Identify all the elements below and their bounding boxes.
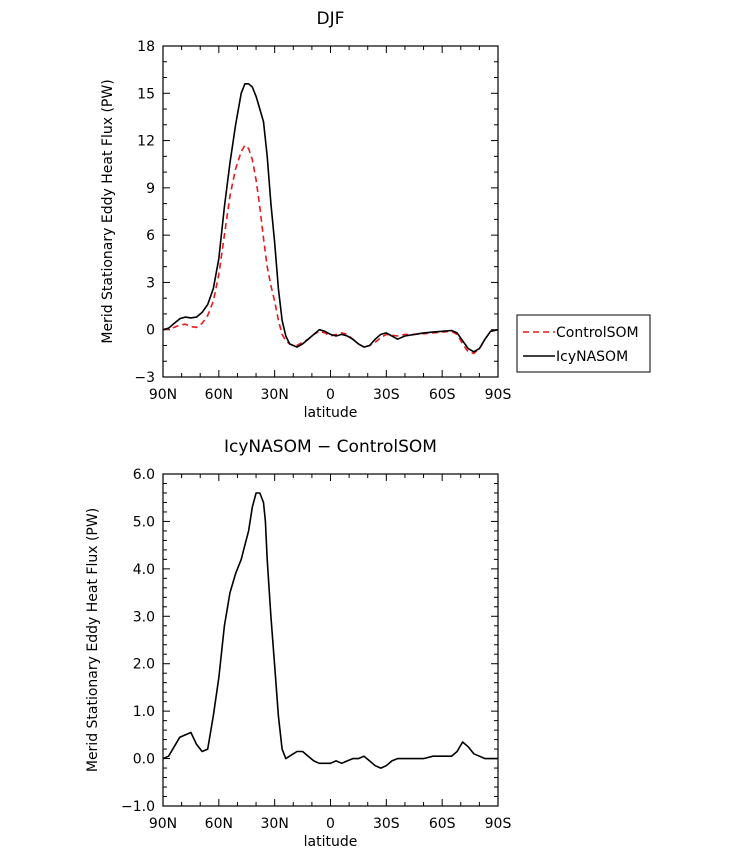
x-tick-label: 30S (373, 387, 400, 403)
x-tick-label: 30N (261, 816, 289, 832)
y-tick-label: −3 (134, 370, 155, 386)
x-tick-label: 90S (485, 816, 512, 832)
y-tick-label: −1.0 (121, 799, 155, 815)
legend: ControlSOM IcyNASOM (516, 314, 651, 373)
y-tick-label: 5.0 (133, 514, 155, 530)
y-tick-label: 0 (146, 323, 155, 339)
y-tick-label: 0.0 (133, 752, 155, 768)
chart-title: IcyNASOM − ControlSOM (224, 437, 437, 457)
y-tick-label: 15 (137, 86, 155, 102)
x-tick-label: 0 (326, 387, 335, 403)
chart-panel-1: DJF 90N 60N 30N 0 30S 60S 90S −3 0 3 6 9 12 15 18 latitu… (100, 9, 651, 421)
x-tick-label: 30N (261, 387, 289, 403)
series-line-controlsom (162, 144, 499, 355)
y-tick-label: 9 (146, 181, 155, 197)
x-tick-label: 30S (373, 816, 400, 832)
x-axis-label: latitude (304, 405, 358, 421)
y-tick-label: 3 (146, 275, 155, 291)
chart-panel-2: IcyNASOM − ControlSOM 90N 60N 30N 0 30S 60S 90S… (85, 437, 511, 850)
x-tick-label: 90S (485, 387, 512, 403)
x-tick-label: 60S (429, 387, 456, 403)
x-axis-label: latitude (304, 834, 358, 850)
y-tick-label: 4.0 (133, 562, 155, 578)
chart-title: DJF (317, 9, 345, 29)
series-line-icynasom (162, 83, 499, 353)
x-tick-label: 90N (149, 387, 177, 403)
legend-entry: ControlSOM (556, 325, 639, 341)
x-tick-label: 90N (149, 816, 177, 832)
y-tick-label: 6.0 (133, 467, 155, 483)
y-axis-label: Merid Stationary Eddy Heat Flux (PW) (85, 508, 101, 772)
x-tick-label: 60N (205, 816, 233, 832)
x-tick-label: 60N (205, 387, 233, 403)
x-tick-label: 60S (429, 816, 456, 832)
y-tick-label: 12 (137, 134, 155, 150)
y-tick-label: 1.0 (133, 704, 155, 720)
x-tick-label: 0 (326, 816, 335, 832)
y-axis-label: Merid Stationary Eddy Heat Flux (PW) (100, 79, 116, 343)
legend-box (516, 314, 651, 373)
legend-entry: IcyNASOM (556, 349, 628, 365)
series-line-difference (162, 492, 498, 769)
y-tick-label: 2.0 (133, 657, 155, 673)
y-tick-label: 6 (146, 228, 155, 244)
y-tick-label: 18 (137, 39, 155, 55)
y-tick-label: 3.0 (133, 609, 155, 625)
plot-frame (162, 45, 499, 378)
